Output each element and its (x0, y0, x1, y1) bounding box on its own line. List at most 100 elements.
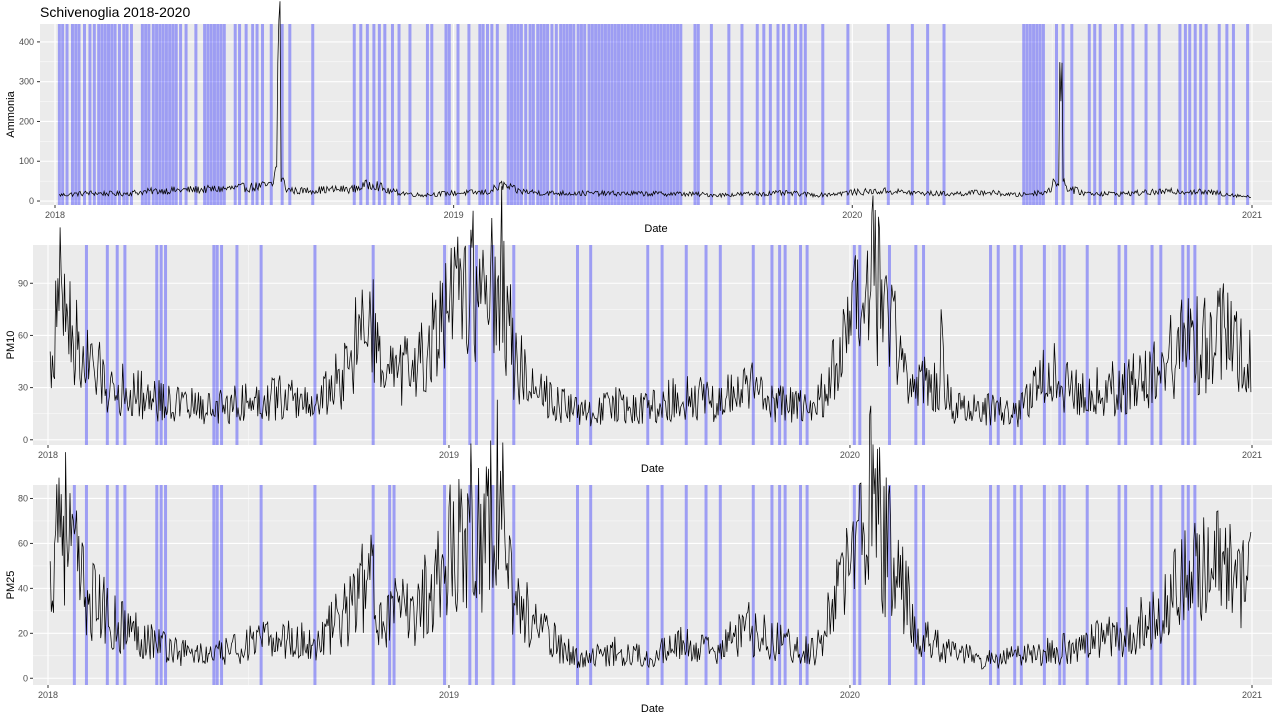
x-tick-label: 2020 (840, 450, 860, 460)
highlight-band (359, 24, 363, 205)
highlight-band (1186, 485, 1190, 685)
highlight-band (550, 24, 554, 205)
highlight-band (168, 24, 172, 205)
highlight-band (643, 24, 647, 205)
highlight-band (886, 24, 890, 205)
highlight-band (740, 24, 744, 205)
highlight-band (684, 245, 688, 445)
highlight-band (1188, 24, 1192, 205)
highlight-band (922, 485, 926, 685)
y-tick-label: 40 (18, 583, 28, 593)
highlight-band (125, 24, 129, 205)
highlight-band (233, 24, 237, 205)
highlight-band (531, 24, 535, 205)
highlight-band (443, 485, 447, 685)
highlight-band (568, 24, 572, 205)
highlight-band (590, 24, 594, 205)
panel-background (33, 245, 1272, 445)
highlight-band (408, 24, 412, 205)
highlight-band (159, 485, 163, 685)
highlight-band (251, 24, 255, 205)
highlight-band (313, 245, 317, 445)
highlight-band (388, 485, 392, 685)
highlight-band (1098, 24, 1102, 205)
highlight-band (1085, 485, 1089, 685)
highlight-band (1124, 485, 1128, 685)
highlight-band (1150, 485, 1154, 685)
highlight-band (74, 24, 78, 205)
x-tick-label: 2019 (439, 450, 459, 460)
highlight-band (793, 24, 797, 205)
highlight-band (1186, 245, 1190, 445)
highlight-band (805, 485, 809, 685)
highlight-band (660, 245, 664, 445)
highlight-band (672, 24, 676, 205)
y-axis-title: PM10 (5, 331, 17, 360)
highlight-band (762, 24, 766, 205)
highlight-band (212, 245, 216, 445)
highlight-band (468, 245, 472, 445)
highlight-band (662, 24, 666, 205)
highlight-band (174, 24, 178, 205)
highlight-band (656, 24, 660, 205)
highlight-band (447, 24, 451, 205)
highlight-band (510, 24, 514, 205)
x-tick-label: 2019 (444, 210, 464, 220)
highlight-band (392, 485, 396, 685)
highlight-band (1013, 485, 1017, 685)
highlight-band (383, 24, 387, 205)
x-axis-title: Date (644, 223, 667, 235)
series-line-pm10 (49, 186, 1252, 428)
highlight-band (158, 24, 162, 205)
highlight-band (751, 485, 755, 685)
x-axis-title: Date (641, 703, 664, 715)
highlight-band (397, 24, 401, 205)
x-axis-title: Date (641, 463, 664, 475)
highlight-band (97, 24, 101, 205)
highlight-band (1062, 485, 1066, 685)
panel-3: 0 20 40 60 80 2018 2019 2020 2021 Date PM25 (5, 399, 1272, 715)
highlight-band (259, 485, 263, 685)
highlight-band (512, 485, 516, 685)
highlight-band (512, 245, 516, 445)
highlight-band (215, 245, 219, 445)
highlight-band (1022, 24, 1026, 205)
highlight-band (852, 245, 856, 445)
highlight-band (491, 245, 495, 445)
highlight-band (1058, 485, 1062, 685)
highlight-band (649, 24, 653, 205)
highlight-band (589, 485, 593, 685)
highlight-band (238, 24, 242, 205)
highlight-band (1150, 245, 1154, 445)
highlight-band (159, 245, 163, 445)
highlight-band (164, 245, 168, 445)
highlight-band (1217, 24, 1221, 205)
highlight-band (144, 24, 148, 205)
highlight-band (1199, 24, 1203, 205)
highlight-band (280, 24, 284, 205)
y-tick-label: 20 (18, 628, 28, 638)
x-tick-label: 2018 (38, 450, 58, 460)
highlight-band (1038, 24, 1042, 205)
highlight-band (910, 24, 914, 205)
highlight-band (620, 24, 624, 205)
highlight-band (594, 24, 598, 205)
highlight-band (709, 24, 713, 205)
highlight-band (778, 485, 782, 685)
highlight-band (77, 24, 81, 205)
highlight-band (495, 24, 499, 205)
highlight-band (203, 24, 207, 205)
highlight-band (107, 24, 111, 205)
highlight-band (626, 24, 630, 205)
highlight-band (467, 24, 471, 205)
highlight-band (222, 24, 226, 205)
highlight-band (783, 245, 787, 445)
y-axis-title: Ammonia (5, 90, 17, 137)
highlight-band (255, 24, 259, 205)
highlight-band (430, 24, 434, 205)
y-tick-label: 60 (18, 538, 28, 548)
x-tick-label: 2019 (439, 690, 459, 700)
highlight-band (164, 485, 168, 685)
highlight-band (669, 24, 673, 205)
